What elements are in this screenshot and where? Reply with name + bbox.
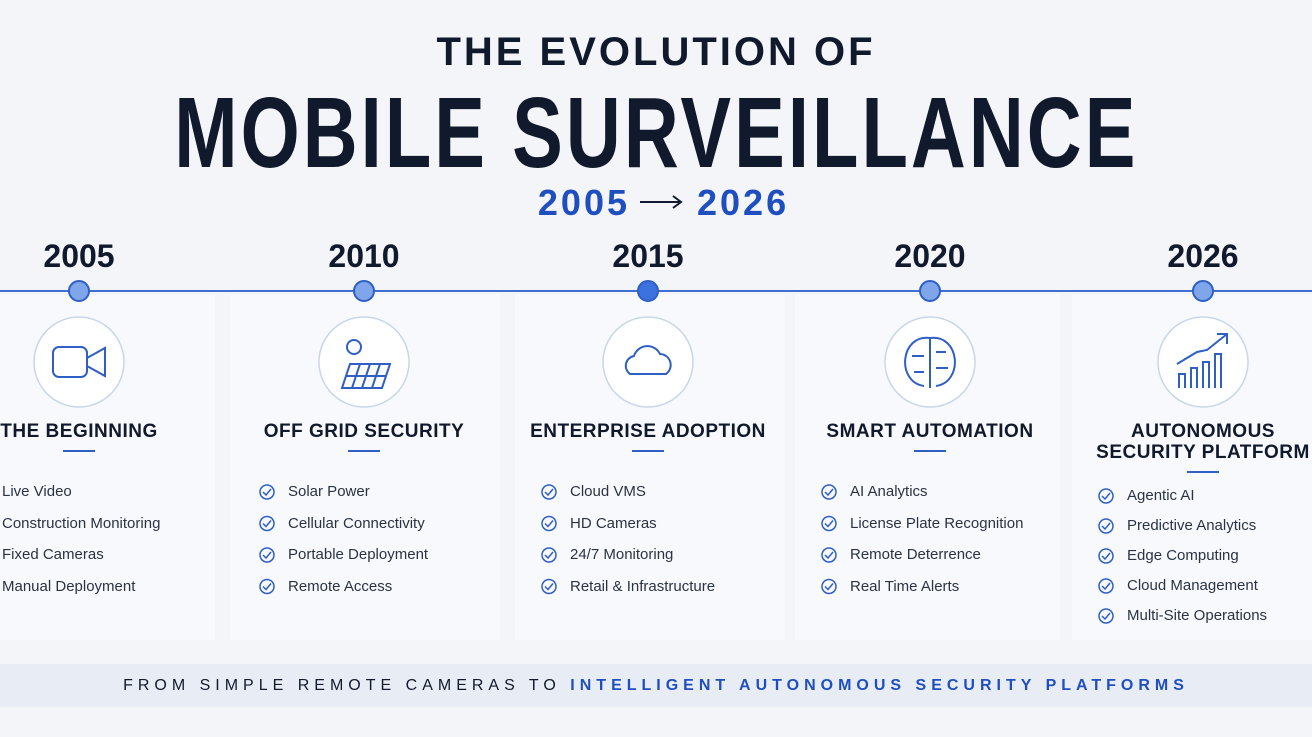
check-mark	[544, 488, 554, 497]
check-icon	[1098, 518, 1114, 534]
footer-band	[0, 664, 1312, 707]
feature: AI Analytics	[850, 483, 928, 500]
column-title: ENTERPRISE ADOPTION	[530, 421, 766, 442]
footer: FROM SIMPLE REMOTE CAMERAS TO INTELLIGEN…	[0, 677, 1312, 695]
check-icon	[541, 515, 557, 532]
check-mark	[1101, 582, 1111, 591]
check-icon	[821, 484, 837, 500]
feature: Live Video	[2, 483, 72, 500]
feature: Portable Deployment	[288, 546, 429, 563]
check-mark	[824, 583, 834, 591]
range-arrow-head	[672, 195, 683, 209]
check-mark	[262, 583, 272, 591]
column-title: THE BEGINNING	[0, 421, 158, 442]
check-mark	[262, 488, 272, 497]
footer-text: FROM SIMPLE REMOTE CAMERAS TO	[123, 677, 561, 694]
icon	[904, 336, 956, 388]
title-top: THE EVOLUTION OF	[436, 30, 876, 74]
check-icon	[541, 547, 557, 563]
icon	[624, 345, 672, 375]
check-icon	[541, 578, 557, 595]
icon	[1176, 333, 1228, 388]
feature: Remote Deterrence	[850, 546, 981, 563]
check-icon	[259, 547, 275, 563]
feature: Construction Monitoring	[2, 514, 161, 532]
year: 2015	[612, 238, 684, 274]
icon-circle	[33, 316, 125, 408]
icon-part	[346, 339, 362, 355]
title-main: MOBILE SURVEILLANCE	[173, 77, 1139, 189]
feature: Manual Deployment	[2, 577, 136, 595]
check-icon	[1098, 578, 1114, 594]
check-icon	[1098, 488, 1114, 504]
check-mark	[544, 583, 554, 591]
check-icon	[821, 515, 837, 532]
footer-highlight: INTELLIGENT AUTONOMOUS SECURITY PLATFORM…	[570, 677, 1189, 694]
timeline-dot	[919, 280, 941, 302]
feature: Agentic AI	[1127, 487, 1195, 504]
range-start: 2005	[537, 182, 630, 223]
check-mark	[262, 520, 272, 528]
feature: Edge Computing	[1127, 547, 1239, 564]
icon-circle	[318, 316, 410, 408]
check-mark	[1101, 552, 1111, 561]
timeline-dot	[637, 280, 659, 302]
feature: Predictive Analytics	[1127, 517, 1257, 534]
feature: Cloud VMS	[570, 483, 646, 500]
year: 2020	[894, 238, 966, 274]
check-icon	[821, 578, 837, 595]
check-icon	[259, 578, 275, 595]
feature: Solar Power	[288, 483, 370, 500]
icon-part	[904, 336, 956, 388]
icon-part	[86, 346, 106, 378]
feature: Retail & Infrastructure	[570, 577, 716, 595]
feature: Multi-Site Operations	[1127, 607, 1268, 624]
column-title: SMART AUTOMATION	[826, 421, 1034, 442]
feature: Cellular Connectivity	[288, 514, 425, 532]
title-main-wrap: MOBILE SURVEILLANCE	[0, 76, 1312, 191]
feature: Cloud Management	[1127, 577, 1258, 594]
check-mark	[544, 551, 554, 560]
icon-part	[624, 345, 672, 375]
check-mark	[1101, 492, 1111, 501]
check-mark	[1101, 612, 1111, 621]
check-mark	[824, 551, 834, 560]
check-icon	[1098, 548, 1114, 564]
icon-part	[1176, 333, 1228, 388]
timeline-dot	[1192, 280, 1214, 302]
check-icon	[541, 484, 557, 500]
feature: HD Cameras	[570, 514, 657, 532]
check-mark	[262, 551, 272, 560]
column-title: OFF GRID SECURITY	[263, 421, 465, 442]
timeline-dot	[353, 280, 375, 302]
range-end: 2026	[697, 182, 790, 223]
icon-part	[52, 346, 88, 378]
feature: License Plate Recognition	[850, 514, 1024, 532]
year: 2010	[328, 238, 400, 274]
feature: Remote Access	[288, 577, 393, 595]
check-mark	[824, 488, 834, 497]
icon-part	[340, 363, 392, 389]
check-mark	[1101, 522, 1111, 531]
check-icon	[821, 547, 837, 563]
feature: Real Time Alerts	[850, 577, 960, 595]
check-mark	[544, 520, 554, 528]
icon	[340, 339, 392, 389]
year: 2026	[1167, 238, 1239, 274]
check-icon	[259, 515, 275, 532]
check-icon	[1098, 608, 1114, 624]
timeline-dot	[68, 280, 90, 302]
column-title: AUTONOMOUS SECURITY PLATFORM	[1096, 421, 1310, 463]
year: 2005	[43, 238, 115, 274]
check-icon	[259, 484, 275, 500]
feature: Fixed Cameras	[2, 546, 104, 563]
feature: 24/7 Monitoring	[570, 546, 674, 563]
check-mark	[824, 520, 834, 528]
icon	[52, 346, 106, 378]
icon-circle	[602, 316, 694, 408]
